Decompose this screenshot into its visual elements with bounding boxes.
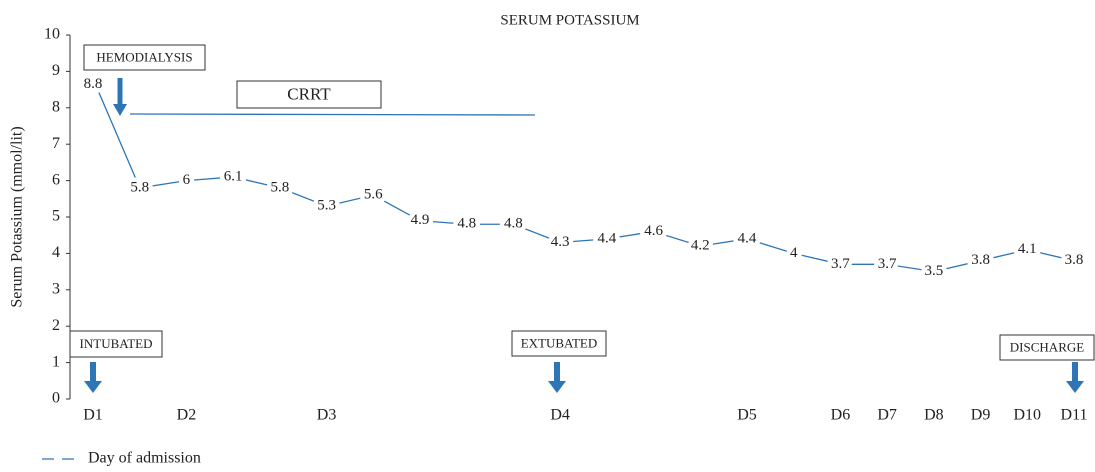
- annotation-label: CRRT: [287, 84, 331, 103]
- y-tick-label: 2: [52, 317, 60, 334]
- data-label: 6.1: [224, 168, 243, 184]
- annotation-label: HEMODIALYSIS: [96, 49, 192, 64]
- annotation-box: [511, 330, 607, 357]
- y-tick-label: 7: [52, 135, 60, 152]
- y-tick-label: 6: [52, 171, 60, 188]
- data-label: 4.4: [738, 230, 757, 246]
- data-label: 4.2: [691, 238, 710, 254]
- annotation-arrow-head: [113, 104, 127, 116]
- annotation-box: [69, 330, 163, 358]
- data-label: 5.8: [270, 179, 289, 195]
- y-tick-label: 0: [52, 390, 60, 407]
- data-label: 5.8: [130, 179, 149, 195]
- data-label: 4.8: [504, 216, 523, 232]
- annotation-arrow-head: [84, 381, 102, 393]
- y-tick-label: 3: [52, 280, 60, 297]
- data-label: 5.6: [364, 187, 383, 203]
- x-tick-label: D10: [1014, 407, 1042, 424]
- y-tick-label: 10: [44, 26, 60, 43]
- data-label: 8.8: [84, 76, 103, 92]
- data-label: 4.1: [1018, 241, 1037, 257]
- data-label: 3.8: [971, 252, 990, 268]
- x-tick-label: D3: [317, 407, 337, 424]
- data-label: 5.3: [317, 198, 336, 214]
- y-tick-label: 5: [52, 208, 60, 225]
- data-label: 4.8: [457, 216, 476, 232]
- data-line: [92, 78, 1075, 273]
- data-label: 4.4: [597, 230, 616, 246]
- y-tick-label: 9: [52, 62, 60, 79]
- data-label: 3.7: [831, 256, 850, 272]
- data-label: 4: [790, 245, 798, 261]
- data-label: 3.7: [878, 256, 897, 272]
- crrt-line: [129, 113, 536, 116]
- annotation-arrow-head: [548, 381, 566, 393]
- y-tick-label: 1: [52, 353, 60, 370]
- annotation-box: [83, 44, 206, 71]
- annotation-box: [236, 80, 382, 109]
- annotation-label: INTUBATED: [80, 336, 153, 351]
- x-tick-label: D2: [177, 407, 197, 424]
- annotation-box: [999, 334, 1095, 361]
- x-tick-label: D9: [971, 407, 991, 424]
- x-tick-label: D1: [83, 407, 103, 424]
- x-tick-label: D5: [737, 407, 757, 424]
- x-tick-label: D4: [550, 407, 570, 424]
- annotation-label: DISCHARGE: [1010, 339, 1084, 354]
- y-axis-label: Serum Potassium (mmol/lit): [9, 126, 26, 307]
- data-label: 4.9: [411, 212, 430, 228]
- data-label: 6: [183, 172, 191, 188]
- annotation-label: EXTUBATED: [521, 335, 598, 350]
- x-tick-label: D11: [1061, 407, 1088, 424]
- data-label: 4.6: [644, 223, 663, 239]
- legend-label: Day of admission: [88, 450, 201, 467]
- x-tick-label: D6: [831, 407, 851, 424]
- x-tick-label: D7: [877, 407, 897, 424]
- data-label: 4.3: [551, 234, 570, 250]
- chart-title: SERUM POTASSIUM: [500, 12, 639, 28]
- y-tick-label: 4: [52, 244, 60, 261]
- x-tick-label: D8: [924, 407, 944, 424]
- data-label: 3.8: [1065, 252, 1084, 268]
- data-label: 3.5: [924, 263, 943, 279]
- y-tick-label: 8: [52, 98, 60, 115]
- annotation-arrow-head: [1066, 381, 1084, 393]
